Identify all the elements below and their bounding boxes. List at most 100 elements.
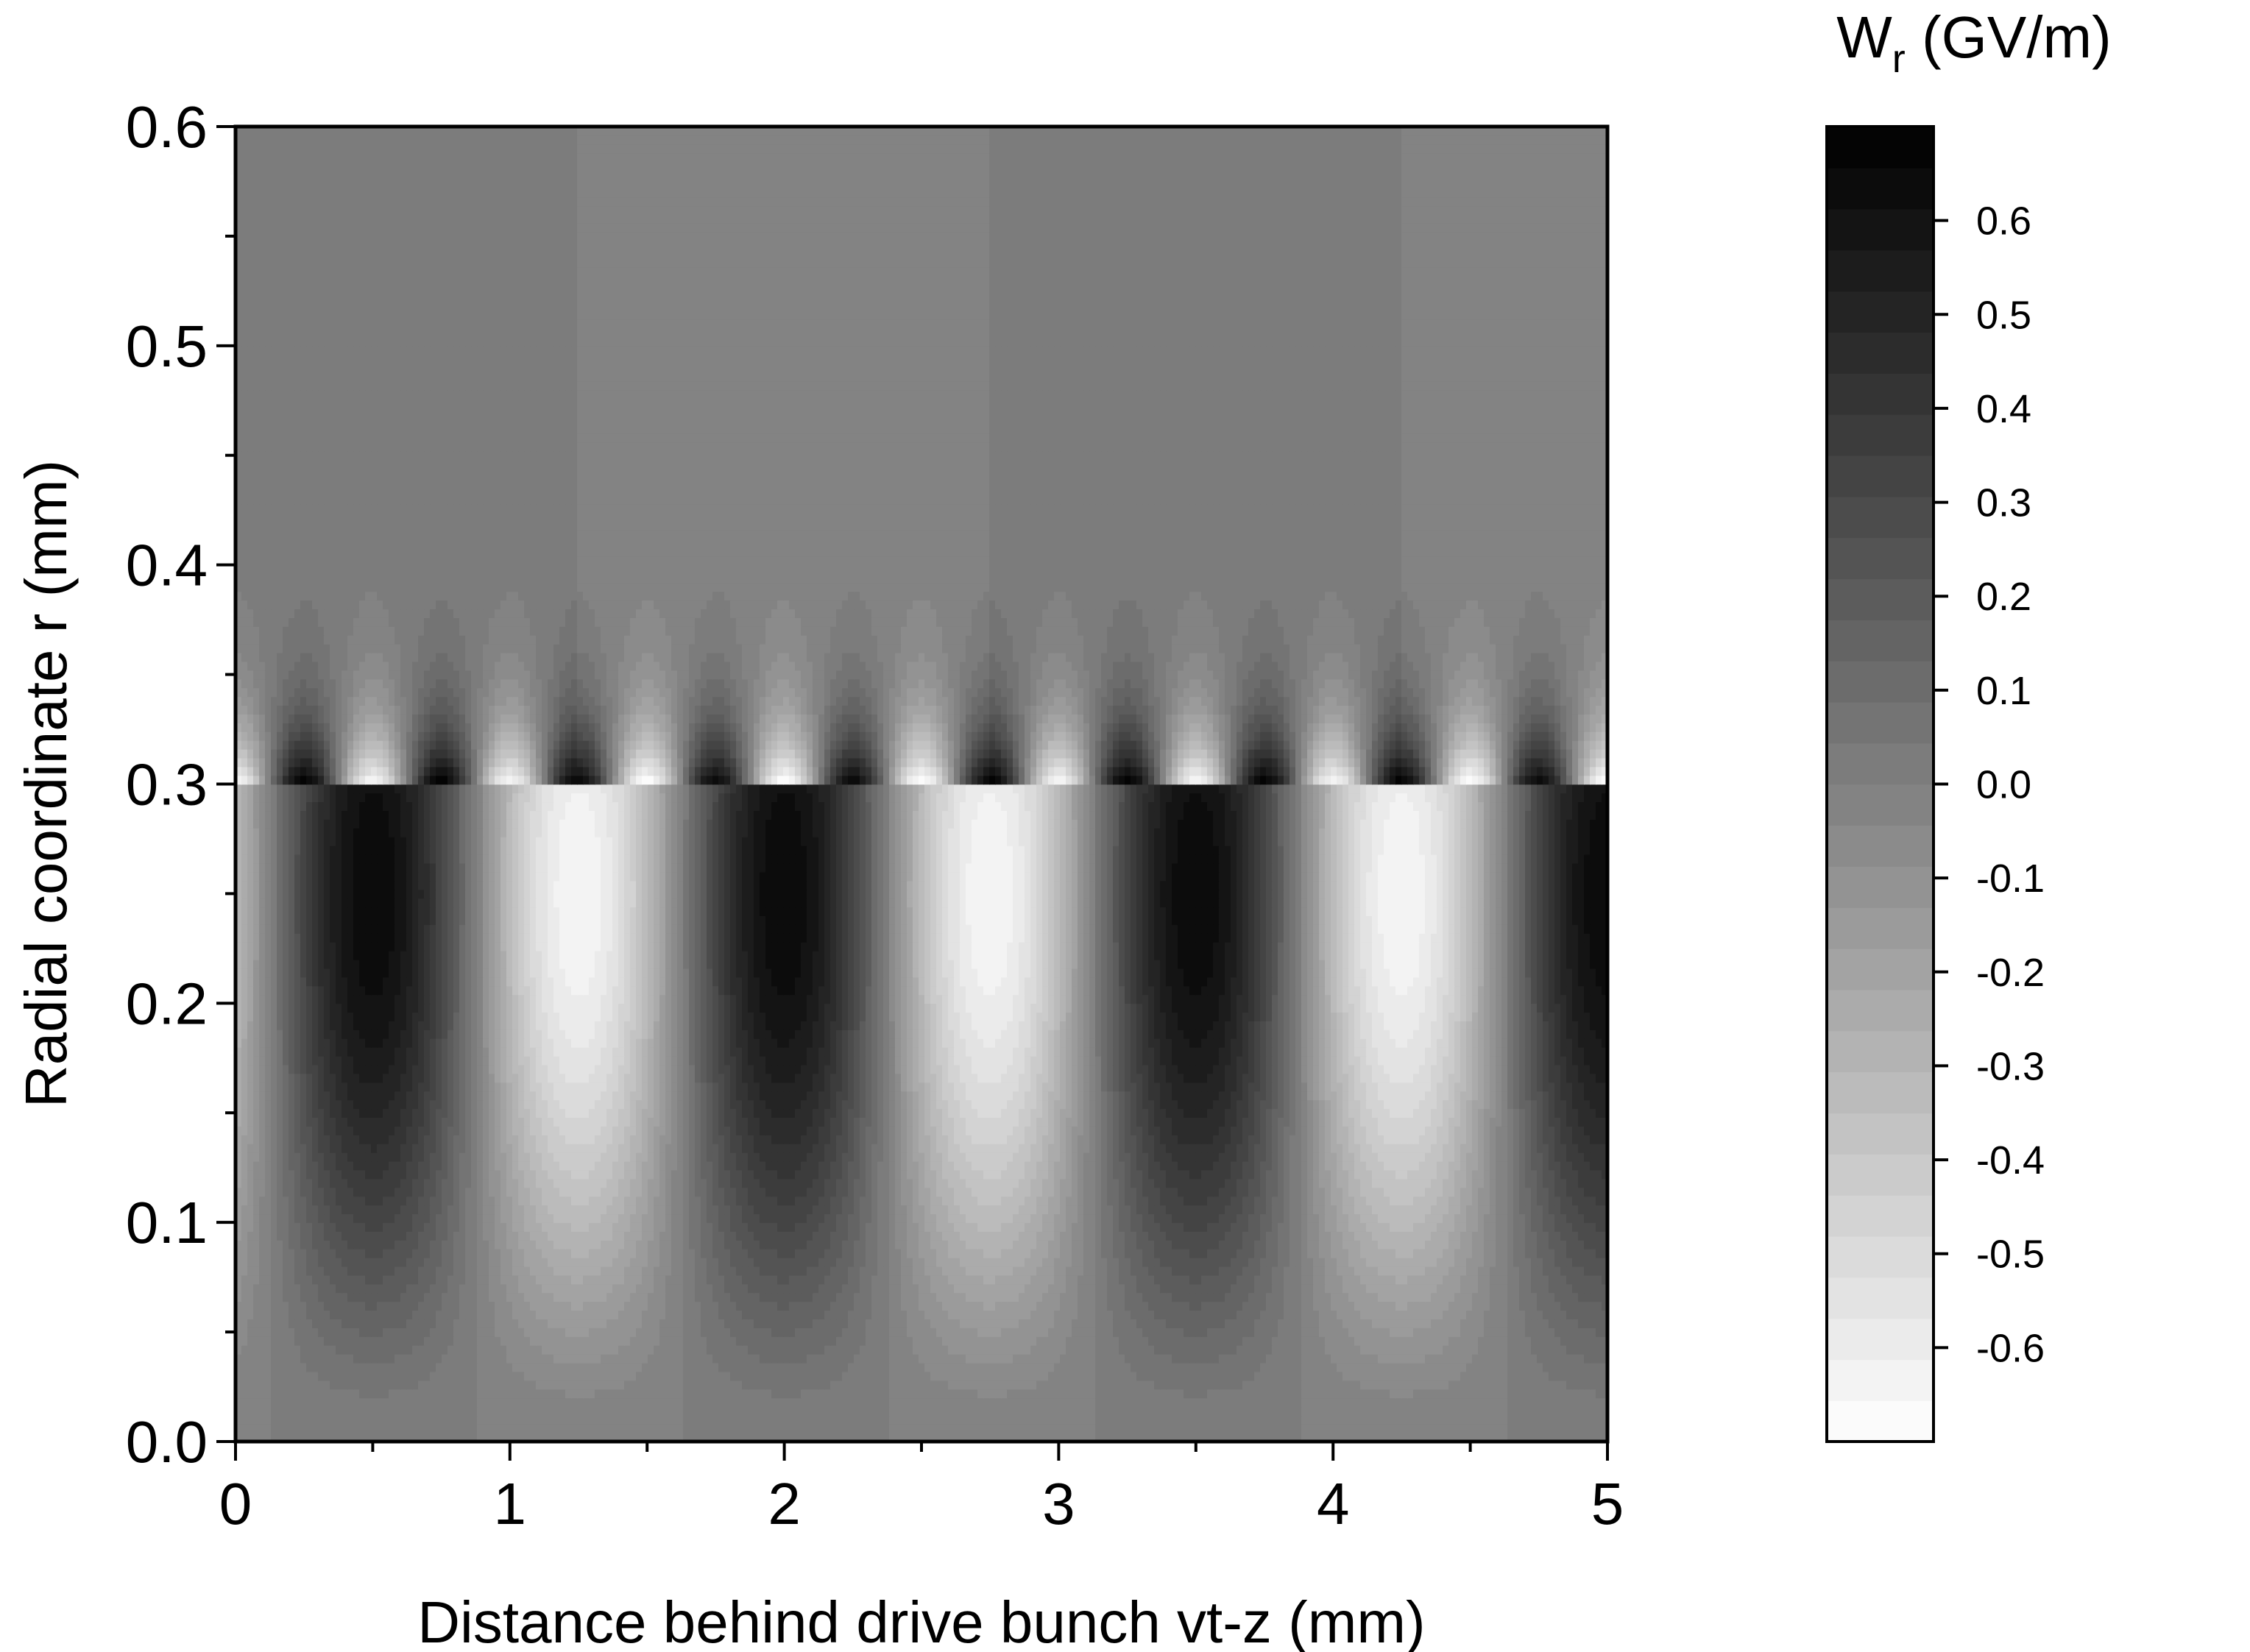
heatmap-cell [1284, 1301, 1290, 1311]
heatmap-cell [271, 1406, 277, 1417]
heatmap-cell [265, 1406, 272, 1417]
heatmap-cell [247, 1353, 254, 1364]
heatmap-cell [324, 1327, 330, 1337]
heatmap-cell [553, 1275, 560, 1285]
heatmap-cell [1048, 1275, 1055, 1285]
heatmap-cell [695, 1248, 701, 1258]
heatmap-cell [1543, 1406, 1549, 1417]
heatmap-cell [1496, 1344, 1502, 1355]
heatmap-cell [1484, 1389, 1490, 1399]
heatmap-cell [1554, 1353, 1561, 1364]
heatmap-cell [754, 1319, 760, 1328]
heatmap-cell [1131, 1415, 1137, 1425]
heatmap-cell [1036, 1257, 1043, 1267]
heatmap-cell [1360, 1292, 1367, 1302]
heatmap-cell [860, 1415, 866, 1425]
heatmap-cell [1478, 1353, 1485, 1364]
heatmap-cell [383, 1389, 389, 1399]
heatmap-cell [889, 1362, 896, 1372]
heatmap-cell [907, 1257, 913, 1267]
heatmap-cell [930, 1415, 937, 1425]
heatmap-cell [1537, 1275, 1543, 1285]
heatmap-cell [1131, 1336, 1137, 1346]
heatmap-cell [1095, 1310, 1102, 1320]
heatmap-cell [512, 1257, 519, 1267]
heatmap-cell [936, 1433, 943, 1442]
heatmap-cell [1142, 1327, 1149, 1337]
heatmap-cell [483, 1275, 489, 1285]
heatmap-cell [695, 1319, 701, 1328]
heatmap-cell [1219, 1344, 1225, 1355]
heatmap-cell [1584, 1415, 1591, 1425]
heatmap-cell [1572, 1371, 1579, 1381]
heatmap-cell [701, 1424, 707, 1433]
heatmap-cell [1207, 1415, 1214, 1425]
heatmap-cell [1213, 1415, 1220, 1425]
heatmap-cell [630, 1389, 637, 1399]
heatmap-cell [789, 1433, 796, 1442]
heatmap-cell [1178, 1319, 1184, 1328]
heatmap-cell [353, 1336, 360, 1346]
heatmap-cell [636, 1336, 643, 1346]
heatmap-cell [995, 1301, 1002, 1311]
heatmap-cell [377, 1415, 383, 1425]
heatmap-cell [901, 1389, 908, 1399]
heatmap-cell [289, 1344, 295, 1355]
heatmap-cell [1549, 1319, 1555, 1328]
heatmap-cell [1460, 1424, 1467, 1433]
heatmap-cell [1066, 1301, 1072, 1311]
heatmap-cell [1142, 1424, 1149, 1433]
heatmap-cell [577, 1397, 584, 1408]
heatmap-cell [571, 1362, 578, 1372]
heatmap-cell [453, 1380, 460, 1390]
heatmap-cell [1395, 1266, 1402, 1276]
heatmap-cell [300, 1415, 307, 1425]
heatmap-cell [624, 1283, 631, 1294]
heatmap-cell [712, 1397, 719, 1408]
heatmap-cell [506, 1301, 513, 1311]
heatmap-cell [1501, 1389, 1508, 1399]
heatmap-cell [1460, 1257, 1467, 1267]
heatmap-cell [659, 1424, 666, 1433]
heatmap-cell [1372, 1433, 1379, 1442]
heatmap-cell [1513, 1327, 1520, 1337]
heatmap-cell [724, 1397, 731, 1408]
heatmap-cell [1248, 1415, 1255, 1425]
heatmap-cell [1490, 1424, 1496, 1433]
heatmap-cell [877, 1310, 884, 1320]
heatmap-cell [1254, 1310, 1261, 1320]
heatmap-cell [1289, 1319, 1296, 1328]
heatmap-cell [1013, 1380, 1019, 1390]
heatmap-cell [659, 1344, 666, 1355]
heatmap-cell [1337, 1415, 1343, 1425]
heatmap-cell [942, 1336, 949, 1346]
heatmap-cell [377, 1257, 383, 1267]
heatmap-cell [459, 1344, 466, 1355]
heatmap-cell [259, 1319, 266, 1328]
heatmap-cell [665, 1380, 672, 1390]
heatmap-cell [760, 1415, 766, 1425]
heatmap-cell [807, 1415, 813, 1425]
heatmap-cell [418, 1248, 425, 1258]
heatmap-cell [760, 1389, 766, 1399]
heatmap-cell [1443, 1344, 1449, 1355]
heatmap-cell [871, 1336, 878, 1346]
heatmap-cell [895, 1415, 902, 1425]
heatmap-cell [701, 1248, 707, 1258]
heatmap-cell [1083, 1415, 1090, 1425]
heatmap-cell [1242, 1397, 1249, 1408]
heatmap-cell [730, 1406, 737, 1417]
heatmap-cell [324, 1344, 330, 1355]
heatmap-cell [1566, 1424, 1573, 1433]
heatmap-cell [1219, 1389, 1225, 1399]
heatmap-cell [1554, 1415, 1561, 1425]
heatmap-cell [1325, 1406, 1331, 1417]
heatmap-cell [1478, 1275, 1485, 1285]
heatmap-cell [359, 1301, 366, 1311]
heatmap-cell [948, 1406, 955, 1417]
heatmap-cell [1572, 1292, 1579, 1302]
heatmap-cell [495, 1353, 501, 1364]
heatmap-cell [436, 1292, 442, 1302]
heatmap-cell [518, 1362, 525, 1372]
heatmap-cell [1095, 1344, 1102, 1355]
